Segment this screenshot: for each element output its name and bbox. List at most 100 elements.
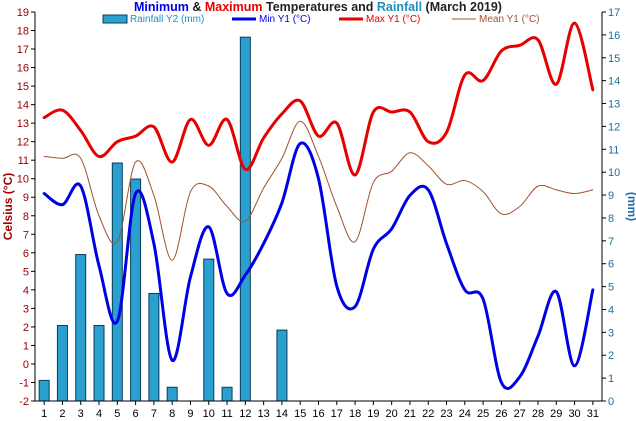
left-axis-tick-label: 1 (23, 340, 29, 352)
left-axis-tick-label: 17 (17, 44, 29, 56)
x-axis-tick-label: 22 (422, 408, 434, 420)
right-axis-tick-label: 8 (608, 213, 614, 225)
x-axis-tick-label: 5 (114, 408, 120, 420)
x-axis-tick-label: 11 (221, 408, 232, 420)
right-axis-tick-label: 12 (608, 121, 620, 133)
x-axis-tick-label: 18 (349, 408, 361, 420)
left-axis-tick-label: 2 (23, 322, 29, 334)
rainfall-bar (203, 258, 215, 402)
x-axis-tick-label: 28 (532, 408, 544, 420)
x-axis-tick-label: 3 (78, 408, 84, 420)
left-axis-tick-label: 6 (23, 248, 29, 260)
left-axis-tick-label: -1 (19, 377, 29, 389)
x-axis-tick-label: 21 (404, 408, 416, 420)
chart-legend: Rainfall Y2 (mm) Min Y1 (°C) Max Y1 (°C) Me… (102, 14, 540, 25)
left-axis-tick-label: 4 (23, 285, 29, 297)
left-axis-tick-label: -2 (19, 396, 29, 408)
chart-axes: -2-1012345678910111213141516171819012345… (1, 7, 636, 420)
right-axis-tick-label: 5 (608, 282, 614, 294)
x-axis-tick-label: 10 (203, 408, 215, 420)
right-axis-tick-label: 14 (608, 76, 620, 88)
left-axis-tick-label: 19 (17, 7, 29, 19)
x-axis-tick-label: 4 (96, 408, 102, 420)
legend-label-max: Max Y1 (°C) (366, 14, 420, 25)
right-axis-tick-label: 15 (608, 53, 620, 65)
x-axis-tick-label: 2 (59, 408, 65, 420)
rainfall-bar (93, 324, 105, 402)
right-axis-tick-label: 17 (608, 7, 620, 19)
min-temperature-line (42, 141, 595, 390)
right-axis-tick-label: 16 (608, 30, 620, 42)
x-axis-tick-label: 20 (386, 408, 398, 420)
rainfall-bar (166, 386, 178, 402)
left-axis-tick-label: 14 (17, 100, 29, 112)
right-axis-tick-label: 6 (608, 259, 614, 271)
rainfall-bar (239, 36, 251, 402)
rainfall-bar (56, 324, 68, 402)
right-axis-tick-label: 7 (608, 236, 614, 248)
x-axis-tick-label: 14 (276, 408, 288, 420)
left-axis-tick-label: 12 (17, 137, 29, 149)
right-axis-tick-label: 11 (608, 144, 619, 156)
left-axis-title: Celsius (°C) (1, 173, 15, 240)
rainfall-bar (148, 292, 160, 402)
left-axis-tick-label: 18 (17, 26, 29, 38)
x-axis-tick-label: 8 (169, 408, 175, 420)
left-axis-tick-label: 5 (23, 266, 29, 278)
max-temperature-line (42, 21, 595, 177)
left-axis-tick-label: 10 (17, 174, 29, 186)
mean-temperature-line (43, 120, 594, 261)
x-axis-tick-label: 15 (294, 408, 306, 420)
right-axis-title: (mm) (625, 192, 636, 221)
left-axis-tick-label: 13 (17, 118, 29, 130)
chart-title: Minimum & Maximum Temperatures and Rainf… (134, 0, 502, 14)
x-axis-tick-label: 29 (550, 408, 562, 420)
chart-title-part: Rainfall (377, 0, 422, 14)
temperature-lines (42, 21, 595, 390)
chart-title-part: Maximum (205, 0, 263, 14)
x-axis-tick-label: 26 (495, 408, 507, 420)
x-axis-tick-label: 23 (440, 408, 452, 420)
x-axis-tick-label: 17 (331, 408, 343, 420)
left-axis-tick-label: 8 (23, 211, 29, 223)
rainfall-bars (38, 36, 288, 402)
left-axis-tick-label: 9 (23, 192, 29, 204)
right-axis-tick-label: 9 (608, 190, 614, 202)
left-axis-tick-label: 3 (23, 303, 29, 315)
x-axis-tick-label: 24 (459, 408, 471, 420)
x-axis-tick-label: 16 (312, 408, 324, 420)
x-axis-tick-label: 9 (187, 408, 193, 420)
x-axis-tick-label: 19 (367, 408, 379, 420)
chart-title-part: Temperatures and (263, 0, 377, 14)
x-axis-tick-label: 30 (568, 408, 580, 420)
legend-label-min: Min Y1 (°C) (259, 14, 311, 25)
chart-title-part: Minimum (134, 0, 189, 14)
chart-title-part: (March 2019) (422, 0, 502, 14)
right-axis-tick-label: 4 (608, 304, 614, 316)
chart-title-text: Minimum & Maximum Temperatures and Rainf… (134, 0, 502, 14)
right-axis-tick-label: 13 (608, 99, 620, 111)
legend-label-rain: Rainfall Y2 (mm) (130, 14, 204, 25)
rainfall-bar (111, 162, 123, 402)
x-axis-tick-label: 12 (239, 408, 251, 420)
legend-swatch-rainfall (102, 14, 128, 24)
x-axis-tick-label: 31 (587, 408, 599, 420)
left-axis-tick-label: 16 (17, 63, 29, 75)
chart-title-part: & (189, 0, 205, 14)
x-axis-tick-label: 6 (133, 408, 139, 420)
right-axis-tick-label: 10 (608, 167, 620, 179)
right-axis-tick-label: 0 (608, 396, 614, 408)
rainfall-bar (221, 386, 233, 402)
legend-label-mean: Mean Y1 (°C) (479, 14, 540, 25)
right-axis-tick-label: 2 (608, 350, 614, 362)
left-axis-tick-label: 0 (23, 359, 29, 371)
left-axis-tick-label: 11 (18, 155, 29, 167)
left-axis-tick-label: 15 (17, 81, 29, 93)
rainfall-bar (276, 329, 288, 402)
left-axis-tick-label: 7 (23, 229, 29, 241)
right-axis-tick-label: 1 (608, 373, 614, 385)
rainfall-bar (75, 254, 87, 402)
x-axis-tick-label: 7 (151, 408, 157, 420)
x-axis-tick-label: 27 (514, 408, 526, 420)
